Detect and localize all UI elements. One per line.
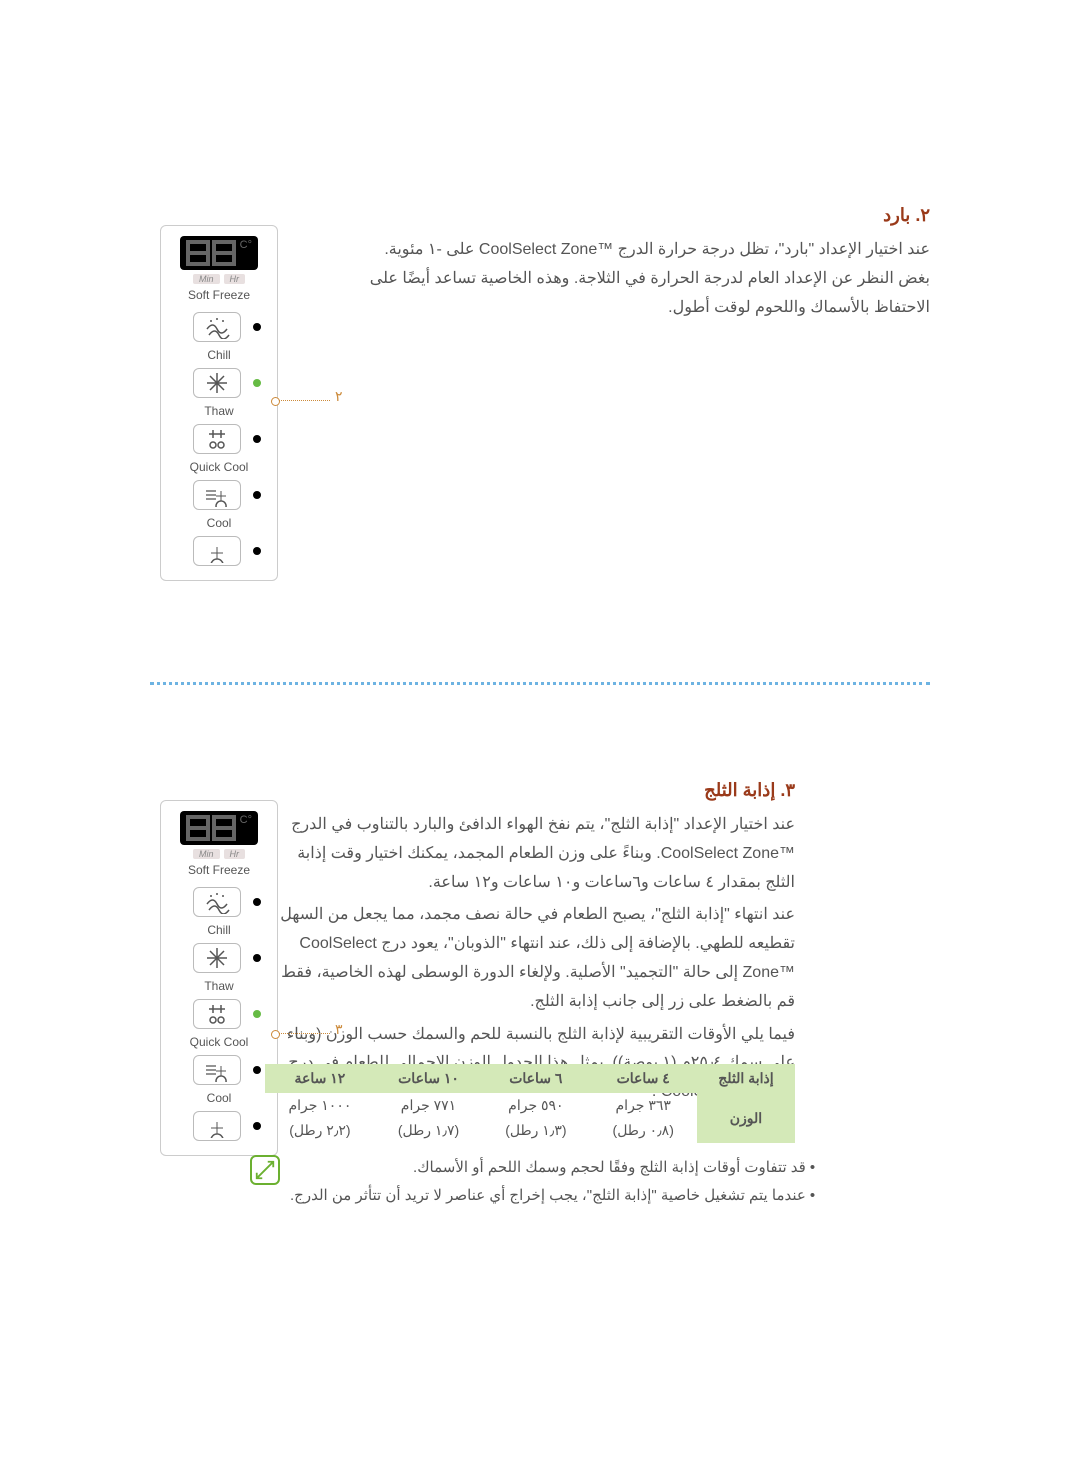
- degree-label: °C: [240, 240, 252, 251]
- control-panel-2: °C Hr Min Soft Freeze Chill Thaw Quick C…: [160, 800, 278, 1156]
- note-box: قد تتفاوت أوقات إذابة الثلج وفقًا لحجم و…: [250, 1155, 930, 1210]
- thaw-icon: [193, 424, 241, 454]
- thaw-icon: [193, 999, 241, 1029]
- indicator-dot: [253, 954, 261, 962]
- indicator-dot: [253, 491, 261, 499]
- indicator-dot: [253, 547, 261, 555]
- table-col-6h: ٦ ساعات: [482, 1064, 589, 1093]
- min-label: Min: [193, 274, 220, 284]
- section-3-p2: عند انتهاء "إذابة الثلج"، يصبح الطعام في…: [265, 901, 795, 1016]
- table-cell: (١٫٧ رطل): [375, 1118, 482, 1143]
- thaw-label: Thaw: [161, 979, 277, 993]
- indicator-dot: [253, 1066, 261, 1074]
- leader-line-2: [278, 400, 330, 401]
- section-2-title: ٢. بارد: [355, 205, 930, 226]
- hr-label: Hr: [224, 849, 246, 859]
- table-row-label: الوزن: [697, 1093, 795, 1143]
- chill-icon: [193, 368, 241, 398]
- table-cell: ١٠٠٠ جرام: [265, 1093, 375, 1118]
- hr-min-labels: Hr Min: [161, 274, 277, 284]
- table-cell: (١٫٣ رطل): [482, 1118, 589, 1143]
- table-col-4h: ٤ ساعات: [590, 1064, 697, 1093]
- panel-row-cool: [161, 532, 277, 570]
- indicator-dot: [253, 898, 261, 906]
- degree-label: °C: [240, 815, 252, 826]
- panel-row-quick-cool: [161, 1051, 277, 1089]
- indicator-dot: [253, 435, 261, 443]
- indicator-dot: [253, 323, 261, 331]
- table-col-12h: ١٢ ساعة: [265, 1064, 375, 1093]
- thaw-time-table: إذابة الثلج ٤ ساعات ٦ ساعات ١٠ ساعات ١٢ …: [265, 1064, 795, 1143]
- note-line-1: قد تتفاوت أوقات إذابة الثلج وفقًا لحجم و…: [290, 1155, 815, 1181]
- table-row-grams: الوزن ٣٦٣ جرام ٥٩٠ جرام ٧٧١ جرام ١٠٠٠ جر…: [265, 1093, 795, 1118]
- panel-row-soft-freeze: [161, 308, 277, 346]
- indicator-dot-active: [253, 1010, 261, 1018]
- chill-label: Chill: [161, 348, 277, 362]
- section-3: ٣. إذابة الثلج عند اختيار الإعداد "إذابة…: [265, 780, 795, 1107]
- thaw-label: Thaw: [161, 404, 277, 418]
- soft-freeze-icon: [193, 887, 241, 917]
- section-2-body: عند اختيار الإعداد "بارد"، تظل درجة حرار…: [355, 236, 930, 322]
- note-text: قد تتفاوت أوقات إذابة الثلج وفقًا لحجم و…: [290, 1155, 815, 1210]
- table-header-row: إذابة الثلج ٤ ساعات ٦ ساعات ١٠ ساعات ١٢ …: [265, 1064, 795, 1093]
- temp-display: °C: [180, 236, 258, 270]
- table-cell: ٧٧١ جرام: [375, 1093, 482, 1118]
- quick-cool-icon: [193, 1055, 241, 1085]
- panel-row-soft-freeze: [161, 883, 277, 921]
- panel-row-chill: [161, 364, 277, 402]
- panel-row-quick-cool: [161, 476, 277, 514]
- leader-number-3: ٣: [335, 1021, 343, 1038]
- table-cell: (٢٫٢ رطل): [265, 1118, 375, 1143]
- hr-label: Hr: [224, 274, 246, 284]
- cool-icon: [193, 1111, 241, 1141]
- quick-cool-icon: [193, 480, 241, 510]
- quick-cool-label: Quick Cool: [161, 460, 277, 474]
- section-divider: [150, 682, 930, 685]
- hr-min-labels: Hr Min: [161, 849, 277, 859]
- chill-label: Chill: [161, 923, 277, 937]
- temp-display: °C: [180, 811, 258, 845]
- cool-label: Cool: [161, 516, 277, 530]
- panel-row-cool: [161, 1107, 277, 1145]
- panel-row-thaw: [161, 420, 277, 458]
- note-icon: [250, 1155, 280, 1185]
- section-3-title: ٣. إذابة الثلج: [265, 780, 795, 801]
- soft-freeze-label: Soft Freeze: [161, 288, 277, 302]
- section-2: ٢. بارد عند اختيار الإعداد "بارد"، تظل د…: [355, 205, 930, 322]
- table-header-thaw: إذابة الثلج: [697, 1064, 795, 1093]
- table-col-10h: ١٠ ساعات: [375, 1064, 482, 1093]
- cool-icon: [193, 536, 241, 566]
- indicator-dot-active: [253, 379, 261, 387]
- soft-freeze-icon: [193, 312, 241, 342]
- soft-freeze-label: Soft Freeze: [161, 863, 277, 877]
- indicator-dot: [253, 1122, 261, 1130]
- cool-label: Cool: [161, 1091, 277, 1105]
- table-cell: ٥٩٠ جرام: [482, 1093, 589, 1118]
- section-3-p1: عند اختيار الإعداد "إذابة الثلج"، يتم نف…: [265, 811, 795, 897]
- table-cell: ٣٦٣ جرام: [590, 1093, 697, 1118]
- table-cell: (٠٫٨ رطل): [590, 1118, 697, 1143]
- panel-row-chill: [161, 939, 277, 977]
- quick-cool-label: Quick Cool: [161, 1035, 277, 1049]
- min-label: Min: [193, 849, 220, 859]
- leader-number-2: ٢: [335, 388, 343, 405]
- note-line-2: عندما يتم تشغيل خاصية "إذابة الثلج"، يجب…: [290, 1183, 815, 1209]
- control-panel-1: °C Hr Min Soft Freeze Chill Thaw Quick C…: [160, 225, 278, 581]
- chill-icon: [193, 943, 241, 973]
- leader-line-3: [278, 1033, 330, 1034]
- panel-row-thaw: [161, 995, 277, 1033]
